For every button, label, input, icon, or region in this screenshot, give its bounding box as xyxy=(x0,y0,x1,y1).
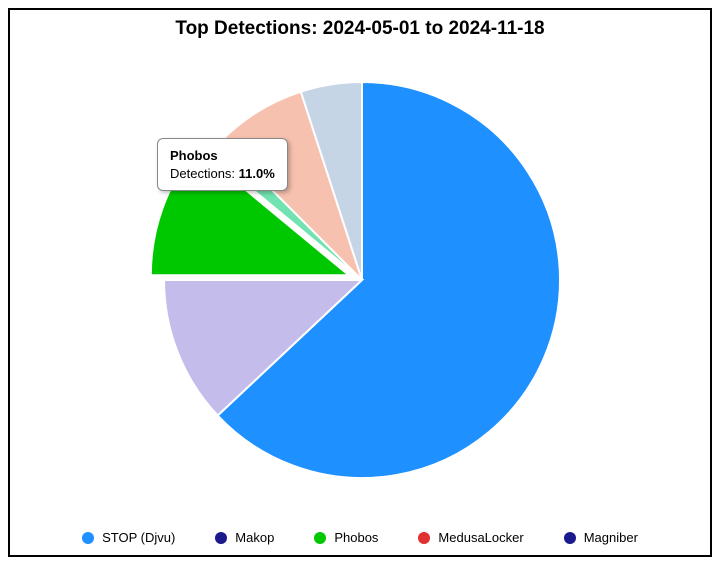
legend-swatch xyxy=(418,532,430,544)
chart-area: Phobos Detections: 11.0% xyxy=(10,40,710,488)
legend: STOP (Djvu) Makop Phobos MedusaLocker Magnib… xyxy=(10,530,710,545)
legend-label: Magniber xyxy=(584,530,638,545)
tooltip-series-name: Phobos xyxy=(170,147,275,165)
legend-item[interactable]: MedusaLocker xyxy=(418,530,523,545)
legend-swatch xyxy=(215,532,227,544)
legend-label: Phobos xyxy=(334,530,378,545)
chart-title: Top Detections: 2024-05-01 to 2024-11-18 xyxy=(10,10,710,40)
legend-item[interactable]: Makop xyxy=(215,530,274,545)
legend-swatch xyxy=(82,532,94,544)
tooltip-metric-value: 11.0% xyxy=(239,166,275,181)
legend-swatch xyxy=(564,532,576,544)
legend-label: MedusaLocker xyxy=(438,530,523,545)
tooltip-metric: Detections: 11.0% xyxy=(170,165,275,183)
tooltip-metric-label: Detections: xyxy=(170,166,235,181)
legend-swatch xyxy=(314,532,326,544)
legend-label: Makop xyxy=(235,530,274,545)
legend-item[interactable]: Phobos xyxy=(314,530,378,545)
legend-item[interactable]: STOP (Djvu) xyxy=(82,530,175,545)
chart-frame: Top Detections: 2024-05-01 to 2024-11-18… xyxy=(8,8,712,557)
tooltip: Phobos Detections: 11.0% xyxy=(157,138,288,191)
legend-label: STOP (Djvu) xyxy=(102,530,175,545)
legend-item[interactable]: Magniber xyxy=(564,530,638,545)
pie-chart xyxy=(10,40,710,488)
